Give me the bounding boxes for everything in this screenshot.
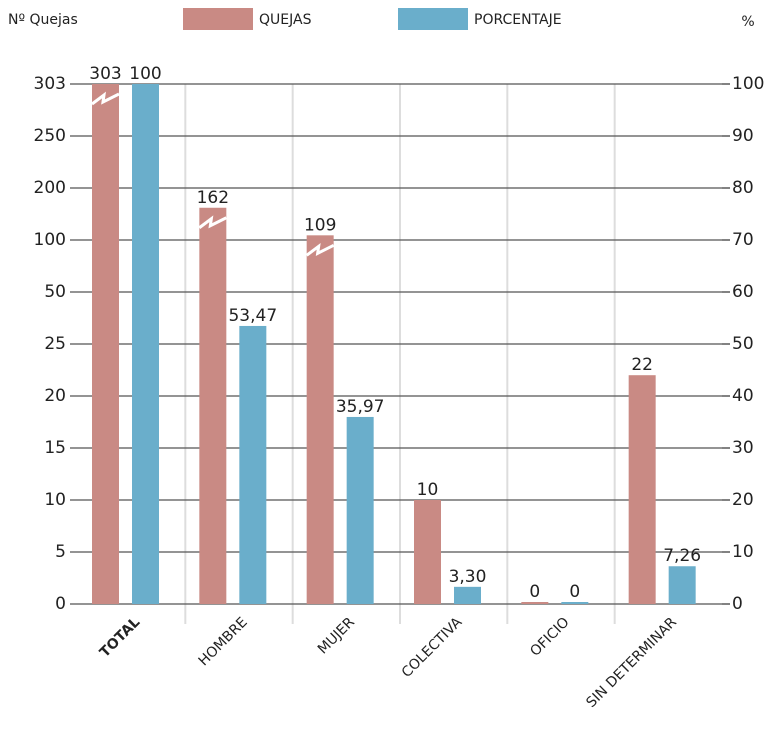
y-tick-label: 15 xyxy=(44,438,66,458)
bar xyxy=(414,500,441,604)
value-label: 162 xyxy=(197,188,229,208)
y-tick-label: 250 xyxy=(34,126,66,146)
y2-tick-label: 100 xyxy=(732,74,764,94)
bar xyxy=(132,84,159,604)
y2-tick-label: 70 xyxy=(732,230,754,250)
bar xyxy=(199,207,227,604)
y2-axis-title: % xyxy=(741,14,754,30)
y2-tick-label: 40 xyxy=(732,386,754,406)
legend-swatch xyxy=(183,8,253,30)
bar xyxy=(668,566,696,604)
value-label: 0 xyxy=(569,582,580,602)
y2-tick-label: 0 xyxy=(732,594,743,614)
bar xyxy=(306,235,334,604)
value-label: 0 xyxy=(529,582,540,602)
value-label: 100 xyxy=(129,64,161,84)
axis-break xyxy=(91,91,120,106)
y-tick-label: 10 xyxy=(44,490,66,510)
value-label: 10 xyxy=(417,480,439,500)
y2-tick-label: 90 xyxy=(732,126,754,146)
y-tick-label: 303 xyxy=(34,74,66,94)
value-label: 53,47 xyxy=(228,306,277,326)
axis-break xyxy=(198,215,228,229)
y-tick-label: 0 xyxy=(55,594,66,614)
axis-break xyxy=(305,242,335,257)
x-tick-label: COLECTIVA xyxy=(399,614,466,681)
y-axis-title: Nº Quejas xyxy=(8,12,78,28)
y-tick-label: 25 xyxy=(44,334,66,354)
value-label: 35,97 xyxy=(336,397,385,417)
value-label: 109 xyxy=(304,215,336,235)
legend-label: PORCENTAJE xyxy=(474,12,562,28)
x-tick-label: SIN DETERMINAR xyxy=(583,614,680,711)
y-tick-label: 100 xyxy=(34,230,66,250)
legend-swatch xyxy=(398,8,468,30)
y2-tick-label: 20 xyxy=(732,490,754,510)
value-label: 22 xyxy=(631,355,653,375)
bar xyxy=(454,586,481,604)
y2-tick-label: 10 xyxy=(732,542,754,562)
x-tick-label: HOMBRE xyxy=(196,614,251,669)
bar xyxy=(561,602,589,604)
y-tick-label: 20 xyxy=(44,386,66,406)
y2-tick-label: 30 xyxy=(732,438,754,458)
y-tick-label: 200 xyxy=(34,178,66,198)
bar xyxy=(346,416,374,604)
bar xyxy=(521,602,549,604)
y2-tick-label: 60 xyxy=(732,282,754,302)
value-label: 3,30 xyxy=(449,567,487,587)
value-label: 303 xyxy=(89,64,121,84)
y-tick-label: 5 xyxy=(55,542,66,562)
x-tick-label: OFICIO xyxy=(527,614,572,659)
x-tick-label: MUJER xyxy=(315,614,358,657)
value-label: 7,26 xyxy=(663,546,701,566)
bar xyxy=(628,375,656,604)
bar xyxy=(239,325,267,604)
y2-tick-label: 50 xyxy=(732,334,754,354)
x-tick-label: TOTAL xyxy=(97,614,143,660)
bar xyxy=(92,84,119,604)
y2-tick-label: 80 xyxy=(732,178,754,198)
legend-label: QUEJAS xyxy=(259,12,312,28)
y-tick-label: 50 xyxy=(44,282,66,302)
